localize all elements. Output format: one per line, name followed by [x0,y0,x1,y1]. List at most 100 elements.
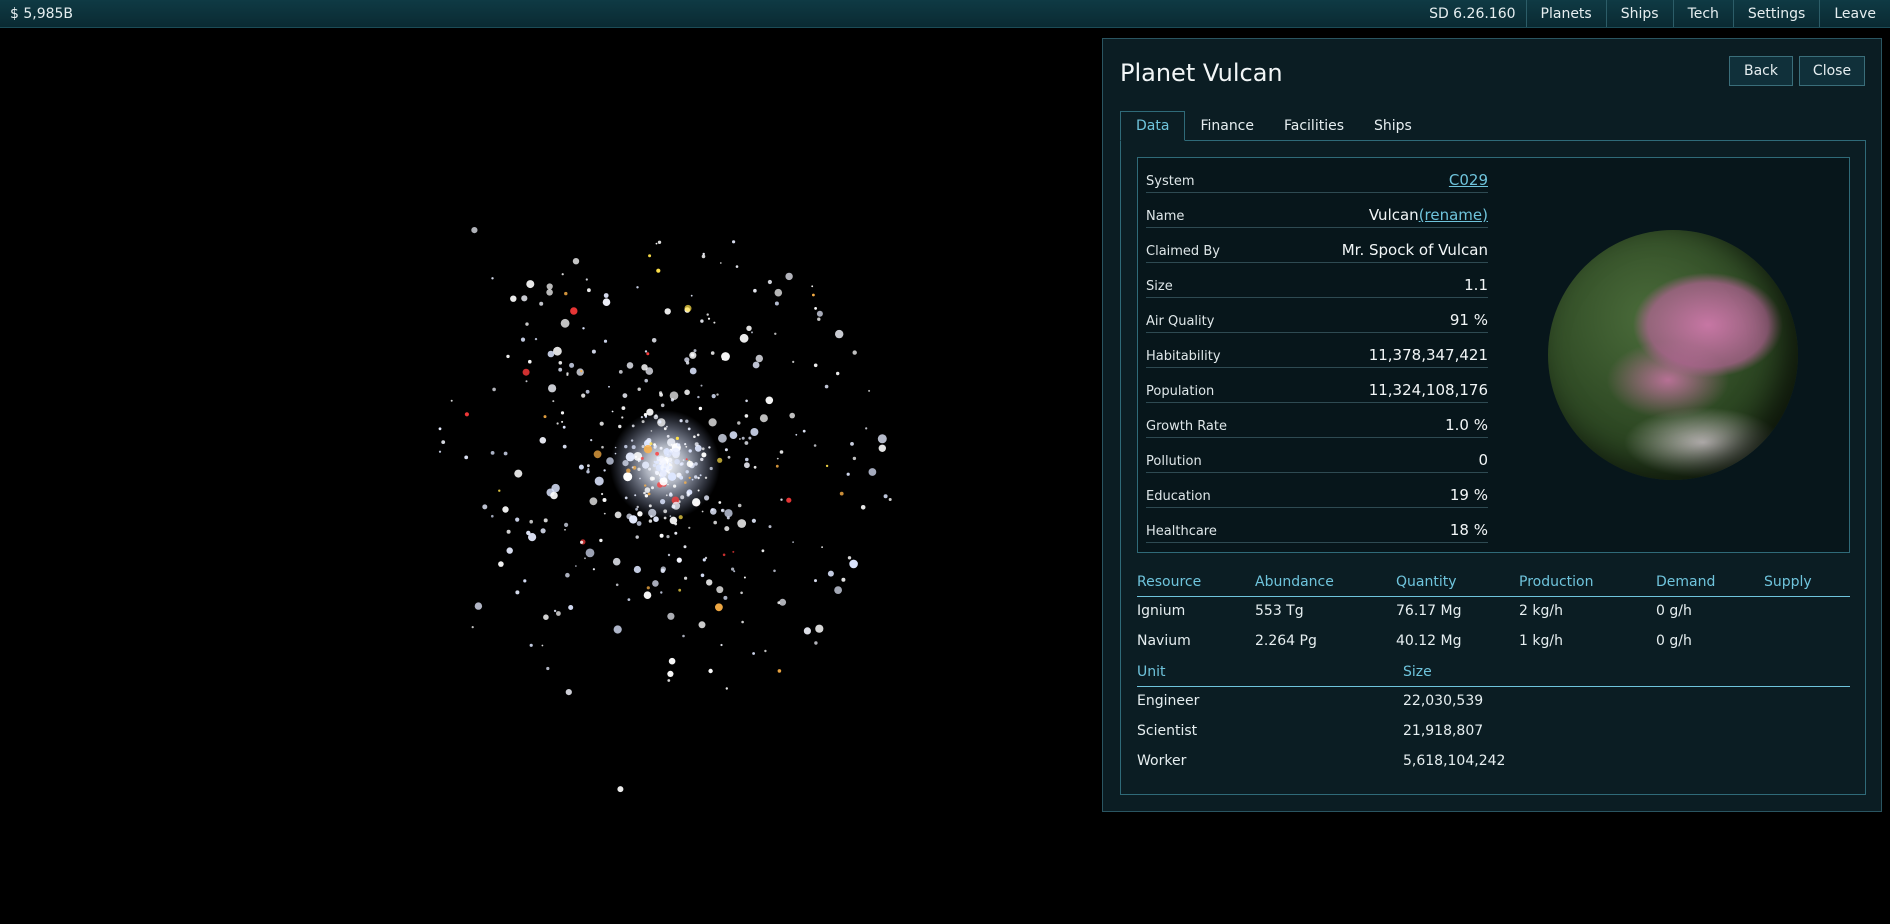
star [626,468,631,473]
star [692,498,701,507]
field-name: Name Vulcan(rename) [1146,193,1488,228]
field-label: Air Quality [1146,314,1215,329]
star [739,333,749,343]
star [547,350,555,358]
nav-planets[interactable]: Planets [1525,0,1606,27]
star [718,433,727,443]
star [669,515,672,517]
galaxy-star-cluster[interactable] [0,28,1100,924]
table-cell: 0 g/h [1656,603,1692,619]
star [540,528,546,534]
star [525,322,529,326]
star [868,468,877,476]
star [564,529,566,531]
star [755,354,763,363]
star [888,498,892,501]
star [711,394,716,399]
tab-ships[interactable]: Ships [1374,117,1412,134]
star [774,288,783,297]
field-claimed-by: Claimed By Mr. Spock of Vulcan [1146,228,1488,263]
tab-facilities[interactable]: Facilities [1284,117,1344,134]
star [693,349,697,353]
star [649,442,653,446]
star [835,329,844,339]
star [753,288,757,293]
star [624,496,628,500]
star [719,262,722,264]
star [727,455,731,459]
field-label: Size [1146,279,1173,294]
star [669,391,679,401]
field-system: System C029 [1146,158,1488,193]
star [852,350,857,355]
tab-finance[interactable]: Finance [1200,117,1254,134]
star [626,513,633,520]
star [670,443,673,446]
star [795,433,798,436]
star [561,420,564,423]
planet-panel: Planet Vulcan Back Close Data Finance Fa… [1102,38,1882,812]
star [868,389,871,392]
star [528,533,537,542]
star [722,553,726,557]
star [502,506,509,513]
star [482,504,488,510]
field-value: 18 % [1449,521,1488,539]
star [729,431,738,439]
field-value: 11,324,108,176 [1368,381,1488,399]
rename-link[interactable]: (rename) [1418,206,1488,224]
star [803,627,812,635]
star [539,301,544,306]
star [717,457,723,463]
star [543,614,549,620]
star [686,460,694,468]
star [627,598,631,601]
star [706,313,709,316]
star [606,457,614,465]
star [587,288,591,293]
star [650,430,653,432]
star [651,338,657,343]
table-cell: Worker [1137,753,1187,769]
top-bar: $ 5,985B SD 6.26.160 Planets Ships Tech … [0,0,1890,28]
star [663,467,666,471]
resources-header: Resource Abundance Quantity Production D… [1137,571,1850,597]
star [708,418,717,427]
field-value: 1.0 % [1445,416,1488,434]
star [584,557,586,560]
star [615,583,619,587]
star [709,466,713,471]
star [491,277,494,280]
nav-tech[interactable]: Tech [1672,0,1733,27]
nav-settings[interactable]: Settings [1732,0,1819,27]
star [644,487,651,493]
table-cell: 76.17 Mg [1396,603,1462,619]
star [611,410,614,413]
star [645,367,654,375]
star [737,421,741,425]
close-button[interactable]: Close [1799,56,1865,86]
star [744,414,749,418]
star [587,464,590,468]
star [750,428,759,436]
star [593,450,602,459]
star [590,439,593,442]
star [558,367,563,372]
star [765,396,774,405]
system-link[interactable]: C029 [1448,171,1488,189]
star [529,519,533,524]
star [655,451,659,456]
tab-data[interactable]: Data [1120,111,1186,141]
star [679,419,683,423]
star [656,456,660,460]
star [779,450,784,454]
star [653,516,659,522]
star [698,621,706,629]
star [667,612,675,620]
back-button[interactable]: Back [1729,56,1793,86]
nav-ships[interactable]: Ships [1605,0,1673,27]
star [700,573,705,578]
star [739,438,741,440]
nav-leave[interactable]: Leave [1819,0,1890,27]
star [528,359,532,364]
